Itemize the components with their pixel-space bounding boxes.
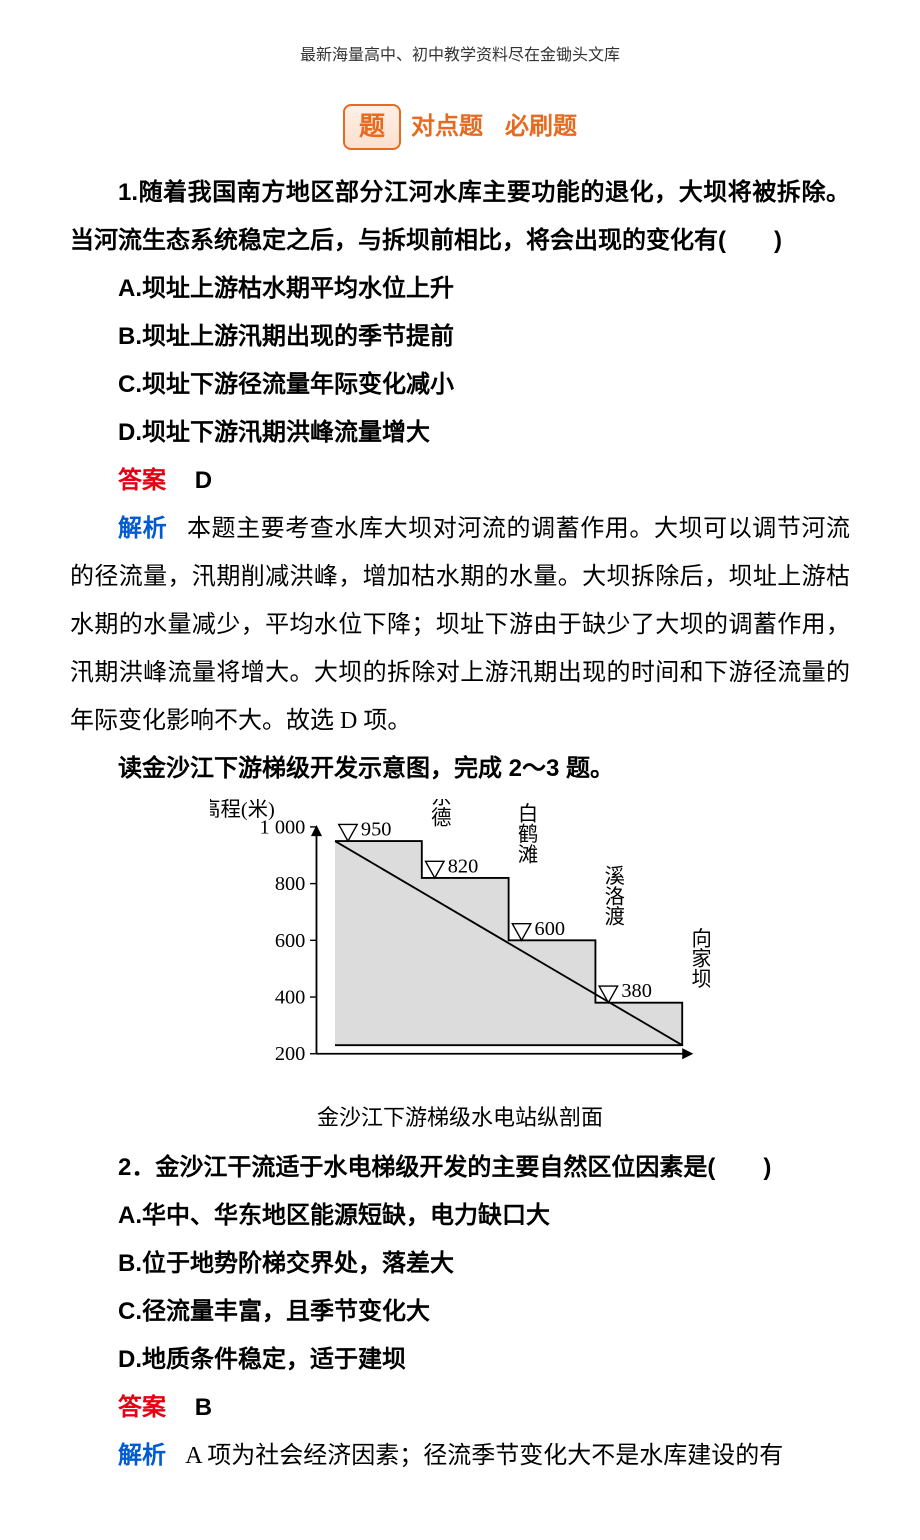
explain-label: 解析 [118, 1442, 166, 1469]
badge-text-2: 必刷题 [505, 103, 577, 151]
q2-option-C: C.径流量丰富，且季节变化大 [70, 1288, 850, 1336]
answer-value: B [195, 1394, 212, 1421]
explain-label: 解析 [118, 515, 167, 542]
q1-option-C: C.坝址下游径流量年际变化减小 [70, 361, 850, 409]
answer-value: D [195, 467, 212, 494]
answer-label: 答案 [118, 1394, 166, 1421]
explain-text: 本题主要考查水库大坝对河流的调蓄作用。大坝可以调节河流的径流量，汛期削减洪峰，增… [70, 516, 850, 734]
q1-stem: 1.随着我国南方地区部分江河水库主要功能的退化，大坝将被拆除。当河流生态系统稳定… [70, 169, 850, 265]
q1-option-A: A.坝址上游枯水期平均水位上升 [70, 265, 850, 313]
q2-answer: 答案 B [70, 1384, 850, 1432]
svg-text:德: 德 [431, 807, 451, 830]
q1-option-D: D.坝址下游汛期洪峰流量增大 [70, 409, 850, 457]
q2-option-B: B.位于地势阶梯交界处，落差大 [70, 1240, 850, 1288]
badge-text-1: 对点题 [411, 103, 483, 151]
q2-3-intro: 读金沙江下游梯级开发示意图，完成 2～3 题。 [70, 745, 850, 793]
svg-text:白: 白 [518, 803, 538, 826]
svg-text:600: 600 [275, 930, 306, 952]
explain-text: A 项为社会经济因素；径流季节变化大不是水库建设的有 [185, 1443, 783, 1469]
chart-caption: 金沙江下游梯级水电站纵剖面 [70, 1096, 850, 1140]
section-badge: 题 对点题 必刷题 [70, 102, 850, 151]
svg-text:1 000: 1 000 [260, 817, 306, 839]
answer-label: 答案 [118, 467, 166, 494]
svg-text:鹤: 鹤 [518, 823, 538, 846]
q1-answer: 答案 D [70, 457, 850, 505]
svg-text:溪: 溪 [605, 865, 625, 888]
badge-icon: 题 [343, 104, 401, 150]
svg-text:600: 600 [535, 918, 566, 940]
svg-text:400: 400 [275, 987, 306, 1009]
svg-text:950: 950 [361, 819, 392, 841]
svg-text:380: 380 [621, 981, 652, 1003]
cascade-chart-svg: 高程(米)1 000800600400200950乌东德820白鹤滩600溪洛渡… [210, 799, 710, 1077]
svg-text:坝: 坝 [691, 969, 710, 992]
svg-text:200: 200 [275, 1044, 306, 1066]
cascade-chart: 高程(米)1 000800600400200950乌东德820白鹤滩600溪洛渡… [70, 799, 850, 1140]
q2-stem: 2．金沙江干流适于水电梯级开发的主要自然区位因素是( ) [70, 1144, 850, 1192]
q1-explain: 解析本题主要考查水库大坝对河流的调蓄作用。大坝可以调节河流的径流量，汛期削减洪峰… [70, 505, 850, 745]
svg-text:820: 820 [448, 856, 479, 878]
page-header: 最新海量高中、初中教学资料尽在金锄头文库 [70, 40, 850, 72]
q2-option-D: D.地质条件稳定，适于建坝 [70, 1336, 850, 1384]
q1-option-B: B.坝址上游汛期出现的季节提前 [70, 313, 850, 361]
svg-text:渡: 渡 [605, 906, 625, 929]
q2-explain: 解析 A 项为社会经济因素；径流季节变化大不是水库建设的有 [70, 1432, 850, 1480]
svg-text:800: 800 [275, 874, 306, 896]
svg-text:洛: 洛 [605, 886, 625, 909]
svg-text:家: 家 [691, 948, 710, 971]
svg-text:向: 向 [691, 928, 710, 951]
q2-option-A: A.华中、华东地区能源短缺，电力缺口大 [70, 1192, 850, 1240]
svg-text:滩: 滩 [518, 844, 538, 867]
